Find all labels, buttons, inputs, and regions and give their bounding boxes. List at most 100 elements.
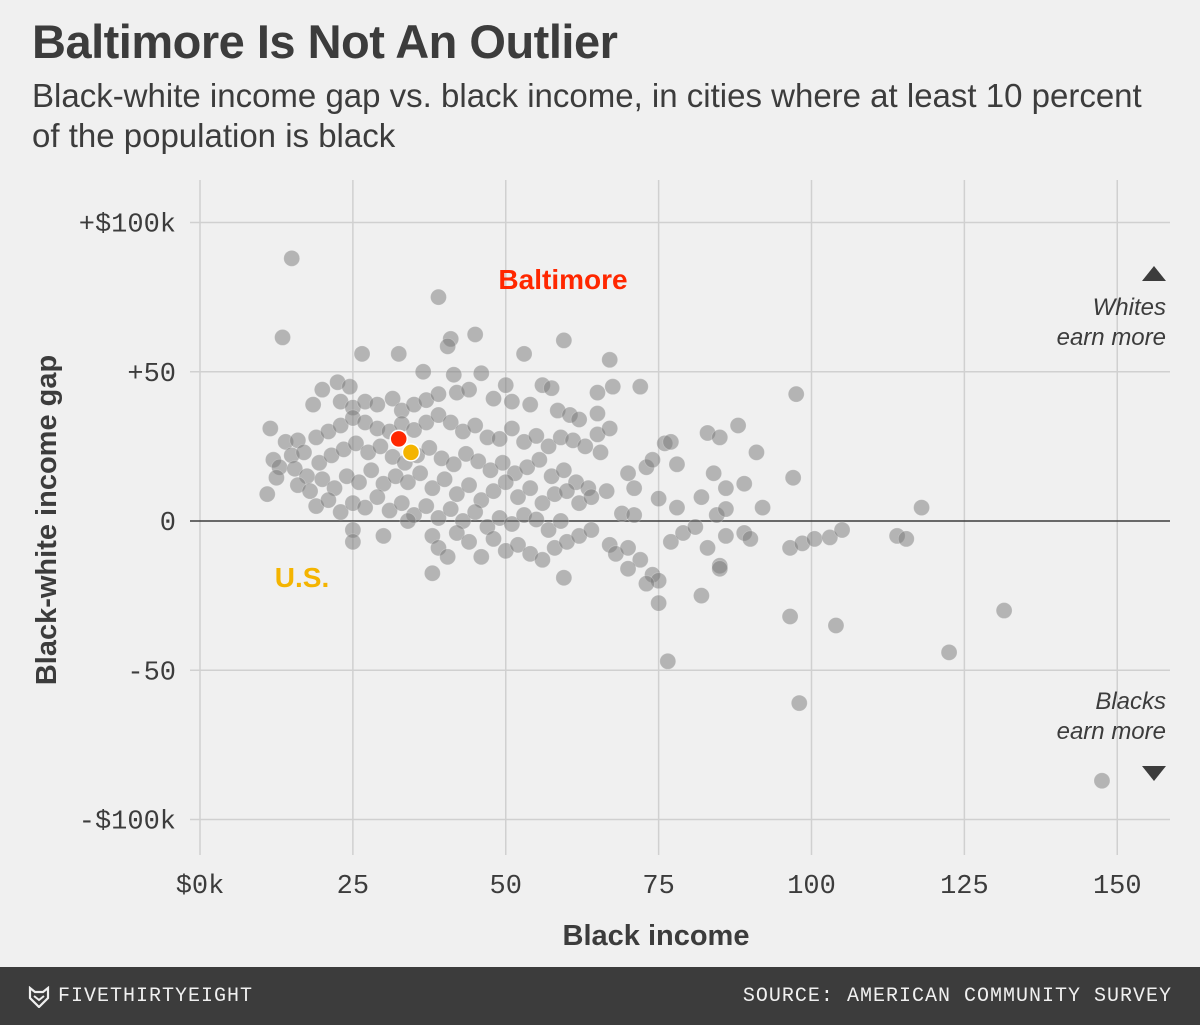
data-point xyxy=(515,345,533,363)
data-point xyxy=(693,488,710,506)
data-point xyxy=(662,533,680,551)
data-point xyxy=(625,506,643,524)
data-point xyxy=(650,594,668,612)
data-point xyxy=(442,414,460,431)
data-point xyxy=(619,560,637,578)
data-point xyxy=(570,411,588,428)
grid-lines xyxy=(190,180,1170,855)
data-point xyxy=(283,249,301,267)
data-point xyxy=(301,482,319,500)
data-point xyxy=(274,329,291,346)
y-tick-label: -$100k xyxy=(79,808,176,838)
data-point xyxy=(711,560,729,578)
triangle-down-icon xyxy=(1142,766,1166,781)
data-point xyxy=(748,443,765,461)
data-point xyxy=(897,530,915,548)
data-point xyxy=(332,503,350,521)
data-point xyxy=(411,464,429,482)
data-point xyxy=(430,385,447,403)
data-point xyxy=(362,461,380,479)
data-point xyxy=(913,499,930,516)
data-point xyxy=(784,469,802,487)
data-point xyxy=(668,499,686,516)
data-point xyxy=(741,530,759,548)
data-point xyxy=(582,488,600,506)
data-point xyxy=(754,499,771,516)
data-points xyxy=(258,249,1111,790)
data-point xyxy=(705,464,723,482)
x-axis-label: Black income xyxy=(563,920,750,952)
data-point xyxy=(787,385,805,403)
data-point xyxy=(399,473,417,491)
data-point xyxy=(485,482,502,500)
data-point xyxy=(527,427,545,445)
data-point xyxy=(469,452,487,470)
chart-title: Baltimore Is Not An Outlier xyxy=(32,15,618,68)
data-point xyxy=(821,529,839,546)
data-point xyxy=(518,458,536,476)
data-point xyxy=(313,470,331,488)
data-point xyxy=(286,460,304,478)
data-point xyxy=(399,512,417,530)
data-point xyxy=(390,345,408,363)
data-point xyxy=(320,491,337,509)
data-point xyxy=(482,461,499,479)
us-label: U.S. xyxy=(275,562,329,593)
data-point xyxy=(601,420,619,437)
data-point xyxy=(485,390,502,408)
data-point xyxy=(644,451,661,469)
data-point xyxy=(650,490,668,508)
us-point xyxy=(401,443,421,462)
data-point xyxy=(806,530,823,548)
y-axis-label: Black-white income gap xyxy=(31,355,63,685)
data-point xyxy=(310,454,328,472)
axis-ticks: $0k 25 50 75 100 125 150 +$100k +50 0 -50 -$100k xyxy=(79,211,1142,903)
y-tick-label: 0 xyxy=(160,509,176,539)
data-point xyxy=(729,417,747,434)
data-point xyxy=(436,470,454,488)
data-point xyxy=(601,351,619,369)
data-point xyxy=(631,551,649,569)
data-point xyxy=(555,569,573,587)
data-point xyxy=(460,381,478,399)
data-point xyxy=(353,345,371,363)
x-tick-label: 75 xyxy=(642,872,674,902)
data-point xyxy=(1093,772,1111,790)
data-point xyxy=(445,366,463,384)
data-point xyxy=(527,511,545,528)
data-point xyxy=(497,376,515,394)
brand: FIVETHIRTYEIGHT xyxy=(28,985,253,1008)
data-point xyxy=(356,499,374,516)
data-point xyxy=(625,479,643,497)
y-tick-label: +$100k xyxy=(79,211,176,241)
data-point xyxy=(598,482,616,500)
data-point xyxy=(540,521,557,539)
data-point xyxy=(466,503,484,521)
data-point xyxy=(717,479,735,497)
data-point xyxy=(662,433,680,451)
data-point xyxy=(699,539,716,557)
x-tick-label: 125 xyxy=(940,872,989,902)
data-point xyxy=(693,587,710,605)
data-point xyxy=(304,396,322,413)
data-point xyxy=(503,393,521,411)
data-point xyxy=(439,548,457,566)
x-tick-label: $0k xyxy=(176,872,225,902)
data-point xyxy=(313,381,331,399)
data-point xyxy=(589,405,606,422)
data-point xyxy=(521,396,539,413)
data-point xyxy=(430,406,447,424)
y-tick-label: +50 xyxy=(127,360,176,390)
data-point xyxy=(368,396,386,413)
data-point xyxy=(430,509,447,527)
y-tick-label: -50 xyxy=(127,658,176,688)
data-point xyxy=(619,539,637,557)
data-point xyxy=(491,430,509,448)
data-point xyxy=(393,494,411,512)
data-point xyxy=(530,451,548,469)
whites-earn-more-label: Whites earn more xyxy=(1057,294,1166,351)
data-point xyxy=(717,527,735,545)
baltimore-label: Baltimore xyxy=(498,264,627,295)
x-tick-label: 25 xyxy=(337,872,369,902)
data-point xyxy=(368,488,386,506)
